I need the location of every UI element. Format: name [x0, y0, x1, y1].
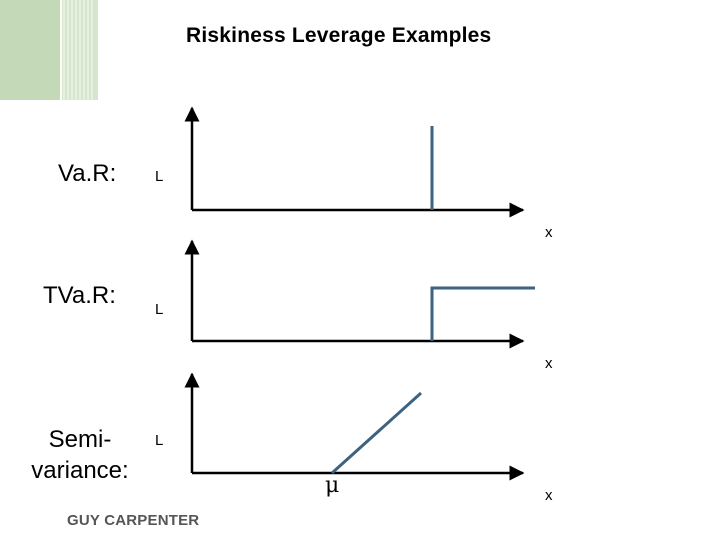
mean-symbol: μ [325, 473, 340, 498]
tvar-y-axis-label: L [155, 301, 164, 318]
var-y-axis-label: L [155, 168, 164, 185]
var-x-axis-label: x [545, 224, 553, 241]
semivariance-y-axis-label: L [155, 432, 164, 449]
tvar-x-axis-label: x [545, 355, 553, 372]
tvar-curve [430, 286, 535, 341]
semivariance-label: Semi- variance: [16, 424, 144, 486]
slide-title: Riskiness Leverage Examples [186, 24, 492, 47]
semivariance-label-line2: variance: [31, 457, 129, 484]
brand-logo: GUY CARPENTER [67, 512, 200, 529]
semivariance-plot [184, 372, 525, 481]
tvar-plot [184, 239, 535, 349]
corner-decoration [0, 0, 98, 100]
var-label: Va.R: [58, 160, 117, 187]
var-plot [184, 106, 525, 218]
semivariance-curve [330, 391, 423, 475]
tvar-label: TVa.R: [43, 282, 116, 309]
semivariance-x-axis-label: x [545, 487, 553, 504]
semivariance-label-line1: Semi- [48, 426, 112, 453]
